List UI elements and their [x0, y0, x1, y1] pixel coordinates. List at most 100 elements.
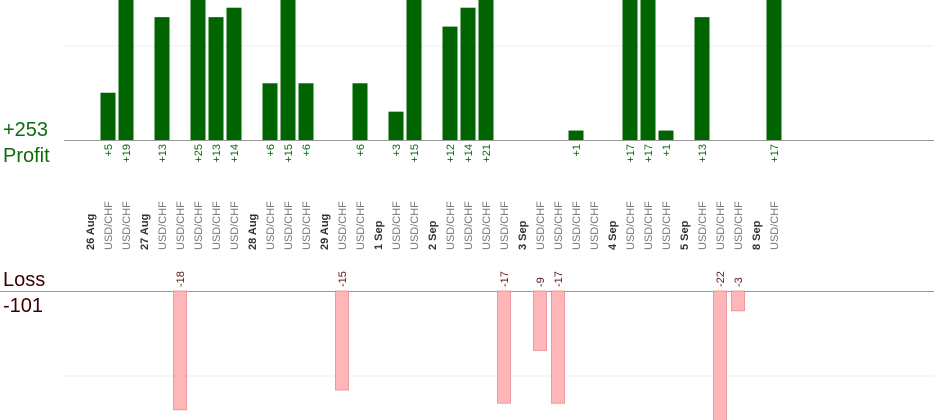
profit-bar — [280, 0, 296, 140]
symbol-label: USD/CHF — [697, 201, 709, 250]
profit-bar — [694, 17, 710, 140]
symbol-label: USD/CHF — [643, 201, 655, 250]
symbol-label: USD/CHF — [733, 201, 745, 250]
date-label: 28 Aug — [247, 214, 259, 250]
loss-bar — [551, 290, 565, 404]
profit-value-label: +13 — [697, 144, 709, 163]
symbol-label: USD/CHF — [571, 201, 583, 250]
date-label: 26 Aug — [85, 214, 97, 250]
symbol-label: USD/CHF — [589, 201, 601, 250]
loss-total: -101 — [3, 295, 44, 317]
loss-bar — [533, 290, 547, 351]
profit-value-label: +15 — [409, 144, 421, 163]
symbol-label: USD/CHF — [391, 201, 403, 250]
profit-bar — [190, 0, 206, 140]
symbol-label: USD/CHF — [445, 201, 457, 250]
profit-value-label: +13 — [157, 144, 169, 163]
date-label: 5 Sep — [679, 220, 691, 250]
profit-value-label: +6 — [265, 144, 277, 157]
profit-bar — [154, 17, 170, 140]
profit-bar — [766, 0, 782, 140]
profit-label: Profit — [3, 145, 50, 167]
date-label: 4 Sep — [607, 220, 619, 250]
date-label: 1 Sep — [373, 220, 385, 250]
profit-bar — [208, 17, 224, 140]
loss-value-label: -17 — [553, 271, 565, 287]
loss-value-label: -18 — [175, 271, 187, 287]
symbol-label: USD/CHF — [499, 201, 511, 250]
loss-value-label: -9 — [535, 277, 547, 287]
symbol-label: USD/CHF — [535, 201, 547, 250]
loss-value-label: -3 — [733, 277, 745, 287]
profit-bar — [406, 0, 422, 140]
profit-total: +253 — [3, 119, 49, 141]
loss-bar — [731, 290, 745, 312]
symbol-label: USD/CHF — [157, 201, 169, 250]
profit-value-label: +12 — [445, 144, 457, 163]
profit-value-label: +13 — [211, 144, 223, 163]
symbol-label: USD/CHF — [355, 201, 367, 250]
loss-bar — [335, 290, 349, 391]
profit-bar — [100, 92, 116, 140]
profit-bar — [622, 0, 638, 140]
loss-value-label: -17 — [499, 271, 511, 287]
loss-value-label: -22 — [715, 271, 727, 287]
profit-bar — [352, 83, 368, 140]
profit-bar — [442, 26, 458, 141]
profit-value-label: +3 — [391, 144, 403, 157]
profit-value-label: +19 — [121, 144, 133, 163]
symbol-label: USD/CHF — [661, 201, 673, 250]
symbol-label: USD/CHF — [211, 201, 223, 250]
date-label: 3 Sep — [517, 220, 529, 250]
symbol-label: USD/CHF — [229, 201, 241, 250]
profit-bar — [298, 83, 314, 140]
symbol-label: USD/CHF — [283, 201, 295, 250]
date-label: 27 Aug — [139, 214, 151, 250]
profit-value-label: +6 — [355, 144, 367, 157]
symbol-label: USD/CHF — [553, 201, 565, 250]
symbol-label: USD/CHF — [193, 201, 205, 250]
profit-bar — [262, 83, 278, 140]
profit-bar — [118, 0, 134, 141]
profit-value-label: +1 — [661, 144, 673, 157]
profit-bar — [388, 111, 404, 140]
profit-value-label: +17 — [625, 144, 637, 163]
profit-bar — [640, 0, 656, 140]
profit-value-label: +6 — [301, 144, 313, 157]
loss-bar — [497, 290, 511, 404]
symbol-label: USD/CHF — [715, 201, 727, 250]
loss-value-label: -15 — [337, 271, 349, 287]
date-label: 29 Aug — [319, 214, 331, 250]
symbol-label: USD/CHF — [409, 201, 421, 250]
symbol-label: USD/CHF — [121, 201, 133, 250]
date-label: 2 Sep — [427, 220, 439, 250]
loss-label: Loss — [3, 269, 46, 291]
profit-value-label: +17 — [769, 144, 781, 163]
profit-bar — [460, 7, 476, 141]
profit-value-label: +25 — [193, 144, 205, 163]
symbol-label: USD/CHF — [301, 201, 313, 250]
loss-bar — [713, 290, 727, 420]
date-label: 8 Sep — [751, 220, 763, 250]
profit-value-label: +17 — [643, 144, 655, 163]
symbol-label: USD/CHF — [103, 201, 115, 250]
symbol-label: USD/CHF — [625, 201, 637, 250]
loss-bar — [173, 290, 187, 411]
symbol-label: USD/CHF — [265, 201, 277, 250]
profit-value-label: +14 — [463, 144, 475, 163]
symbol-label: USD/CHF — [175, 201, 187, 250]
profit-bar — [478, 0, 494, 140]
profit-value-label: +14 — [229, 144, 241, 163]
profit-bar — [658, 130, 674, 140]
symbol-label: USD/CHF — [769, 201, 781, 250]
profit-value-label: +15 — [283, 144, 295, 163]
profit-bar — [568, 130, 584, 140]
symbol-label: USD/CHF — [337, 201, 349, 250]
profit-bar — [226, 7, 242, 141]
symbol-label: USD/CHF — [463, 201, 475, 250]
profit-value-label: +21 — [481, 144, 493, 163]
profit-value-label: +5 — [103, 144, 115, 157]
profit-value-label: +1 — [571, 144, 583, 157]
symbol-label: USD/CHF — [481, 201, 493, 250]
